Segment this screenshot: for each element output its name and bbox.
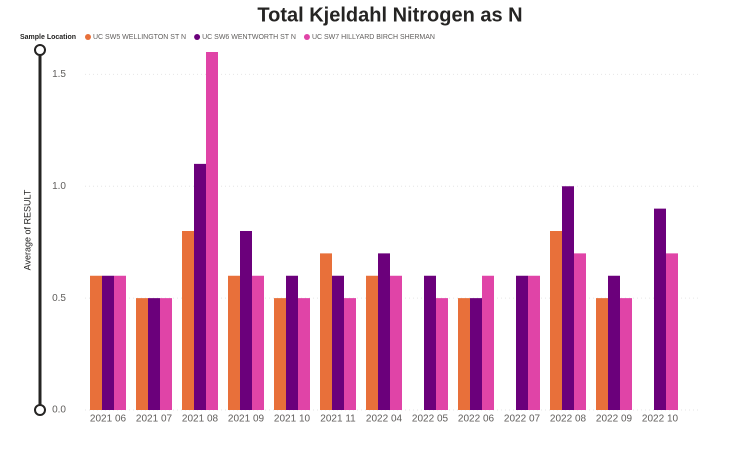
bar xyxy=(516,275,528,410)
bar xyxy=(390,275,402,410)
x-tick-label: 2022 09 xyxy=(596,414,633,425)
bar xyxy=(528,275,540,410)
bar xyxy=(90,275,102,410)
x-tick-label: 2021 11 xyxy=(320,414,356,425)
bar xyxy=(286,275,298,410)
bar xyxy=(458,298,470,410)
slider-handle[interactable] xyxy=(34,404,46,416)
x-tick-label: 2021 10 xyxy=(274,414,311,425)
bar xyxy=(320,253,332,410)
bar xyxy=(436,298,448,410)
bar xyxy=(194,163,206,410)
legend-label: UC SW6 WENTWORTH ST N xyxy=(202,34,296,41)
legend-label: UC SW5 WELLINGTON ST N xyxy=(93,34,186,41)
bar xyxy=(424,275,436,410)
bar xyxy=(182,231,194,410)
bar xyxy=(274,298,286,410)
bar xyxy=(596,298,608,410)
y-axis-label: Average of RESULT xyxy=(22,189,32,270)
legend-title: Sample Location xyxy=(20,34,76,41)
y-tick-label: 0.5 xyxy=(52,293,66,304)
bar xyxy=(550,231,562,410)
bar xyxy=(620,298,632,410)
x-tick-label: 2021 09 xyxy=(228,414,265,425)
bar xyxy=(378,253,390,410)
bar xyxy=(666,253,678,410)
bar xyxy=(482,275,494,410)
y-tick-label: 1.0 xyxy=(52,181,66,192)
bar xyxy=(148,298,160,410)
bar xyxy=(470,298,482,410)
bar xyxy=(654,208,666,410)
bar xyxy=(102,275,114,410)
y-tick-label: 1.5 xyxy=(52,69,66,80)
bar xyxy=(114,275,126,410)
bar xyxy=(562,186,574,410)
bar xyxy=(228,275,240,410)
legend-label: UC SW7 HILLYARD BIRCH SHERMAN xyxy=(312,34,435,41)
x-tick-label: 2022 08 xyxy=(550,414,587,425)
bar xyxy=(344,298,356,410)
x-tick-label: 2021 08 xyxy=(182,414,219,425)
bar xyxy=(332,275,344,410)
bar xyxy=(252,275,264,410)
x-tick-label: 2021 06 xyxy=(90,414,127,425)
slider-handle[interactable] xyxy=(34,44,46,56)
x-tick-label: 2022 07 xyxy=(504,414,541,425)
bar xyxy=(206,52,218,410)
x-tick-label: 2021 07 xyxy=(136,414,173,425)
bar xyxy=(240,231,252,410)
x-tick-label: 2022 04 xyxy=(366,414,403,425)
legend-swatch xyxy=(303,34,310,40)
y-tick-label: 0.0 xyxy=(52,405,66,416)
bar xyxy=(298,298,310,410)
bar xyxy=(136,298,148,410)
bar xyxy=(366,275,378,410)
bar xyxy=(574,253,586,410)
x-tick-label: 2022 05 xyxy=(412,414,449,425)
bar xyxy=(160,298,172,410)
x-tick-label: 2022 10 xyxy=(642,414,679,425)
x-tick-label: 2022 06 xyxy=(458,414,495,425)
legend-swatch xyxy=(194,34,201,40)
legend-swatch xyxy=(85,34,91,40)
bar xyxy=(608,275,620,410)
chart-title: Total Kjeldahl Nitrogen as N xyxy=(257,4,522,26)
